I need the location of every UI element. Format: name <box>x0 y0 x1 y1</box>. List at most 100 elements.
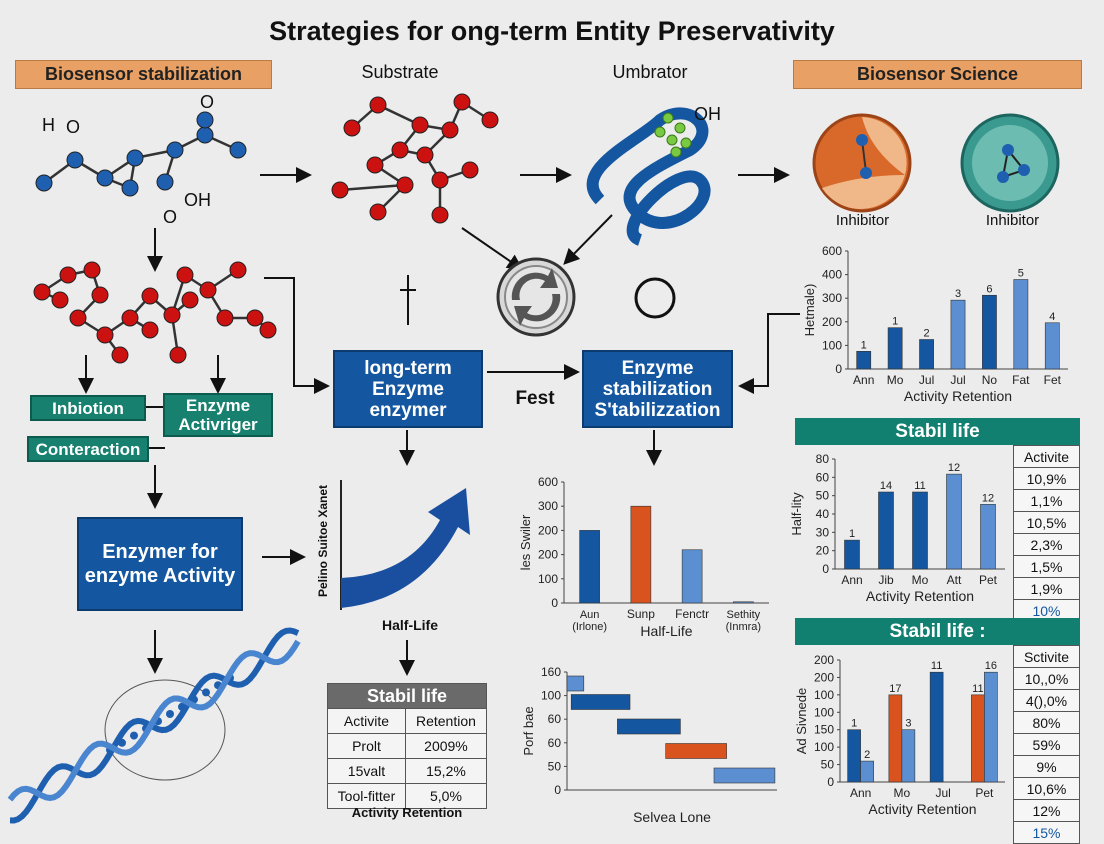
data-label: 3 <box>905 718 911 730</box>
x-tick-label: Pet <box>975 786 994 800</box>
y-tick-label: 50 <box>816 489 830 503</box>
x-tick-label: Ann <box>853 373 874 387</box>
conteraction-box: Conteraction <box>27 436 149 462</box>
data-label: 12 <box>948 462 960 474</box>
y-tick-label: 200 <box>814 653 834 667</box>
cell: 15,2% <box>404 758 488 784</box>
x-tick-label: Sethity <box>727 609 761 621</box>
data-label: 11 <box>931 660 942 672</box>
y-tick-label: 200 <box>814 670 834 684</box>
y-tick-label: 100 <box>538 572 558 586</box>
molecule-illustrations <box>7 93 711 824</box>
data-label: 17 <box>889 683 901 695</box>
column-header: Activite <box>1013 445 1080 468</box>
activity-table: Activite 10,9% 1,1% 10,5% 2,3% 1,5% 1,9% 10% <box>1013 445 1080 622</box>
y-tick-label: 30 <box>816 525 830 539</box>
y-axis-label: Ad Sivnede <box>794 688 809 755</box>
data-label: 16 <box>985 660 997 672</box>
bar <box>733 601 754 604</box>
cell: 4(),0% <box>1013 689 1080 712</box>
table-row: 10% <box>1013 599 1080 622</box>
bar <box>946 473 962 570</box>
data-label: 2 <box>864 749 870 761</box>
bar <box>919 339 934 370</box>
bar <box>887 327 903 370</box>
data-label: 1 <box>851 718 857 730</box>
table-row: Prolt 2009% <box>327 733 488 759</box>
label-umbrator: Umbrator <box>612 62 688 82</box>
cell: 1,5% <box>1013 555 1080 578</box>
arrow <box>563 214 613 265</box>
cell: 15% <box>1013 821 1080 844</box>
inhibitor-teal-icon <box>960 113 1060 213</box>
range-bar <box>617 718 681 735</box>
table-row: Tool-fitter 5,0% <box>327 783 488 809</box>
bar <box>844 539 860 570</box>
bar <box>681 549 703 604</box>
data-label: 2 <box>924 328 930 340</box>
y-tick-label: 200 <box>538 523 558 537</box>
x-axis-label: Activity Retention <box>866 588 974 604</box>
flow-arrows <box>78 167 800 676</box>
y-axis-label: Half-lity <box>789 492 804 536</box>
data-label: 4 <box>1049 311 1055 323</box>
bar <box>630 505 652 604</box>
x-tick-label: Sunp <box>627 607 655 621</box>
atom-label-oh: OH <box>694 104 721 124</box>
x-tick-label: Fat <box>1012 373 1030 387</box>
table-row: 15valt 15,2% <box>327 758 488 784</box>
data-label: 14 <box>880 480 892 492</box>
table-row: 9% <box>1013 755 1080 778</box>
arrow <box>264 277 330 394</box>
range-chart: 0 50 60 60 100 160 Porf bae Selvea Lone <box>521 665 777 825</box>
data-label: 3 <box>955 288 961 300</box>
table-row: 80% <box>1013 711 1080 734</box>
table-row: 59% <box>1013 733 1080 756</box>
y-tick-label: 100 <box>822 338 842 352</box>
bar <box>929 671 944 783</box>
atom-label-oh: OH <box>184 190 211 210</box>
bar <box>888 694 903 783</box>
fest-label: Fest <box>515 388 555 409</box>
y-tick-label: 300 <box>822 291 842 305</box>
dna-helix <box>7 627 301 824</box>
y-tick-label: 150 <box>814 723 834 737</box>
table-row: 10,,0% <box>1013 667 1080 690</box>
table-row: 10,6% <box>1013 777 1080 800</box>
table-row: 12% <box>1013 799 1080 822</box>
y-tick-label: 20 <box>816 544 830 558</box>
long-term-enzyme-box: long-term Enzyme enzymer <box>333 350 483 428</box>
recycle-icon <box>496 257 576 337</box>
y-tick-label: 50 <box>548 759 562 773</box>
bar <box>878 491 894 570</box>
x-axis-label: Selvea Lone <box>633 809 711 825</box>
x-tick-label: Jul <box>919 373 934 387</box>
data-label: 1 <box>892 316 898 328</box>
range-bar <box>570 694 631 710</box>
arrow <box>738 313 800 394</box>
range-bar <box>713 767 776 784</box>
bar <box>847 729 861 783</box>
y-tick-label: 80 <box>816 452 830 466</box>
table-row: 15% <box>1013 821 1080 844</box>
inhibitor-label: Inhibitor <box>835 212 890 229</box>
x-tick-label: Ann <box>850 786 871 800</box>
x-tick-label: (Inmra) <box>726 621 761 633</box>
growth-arrow <box>340 480 470 610</box>
y-tick-label: 0 <box>835 362 842 376</box>
label-substrate: Substrate <box>361 62 439 82</box>
x-tick-label: Jul <box>935 786 950 800</box>
y-tick-label: 0 <box>554 783 561 797</box>
cell: 10,,0% <box>1013 667 1080 690</box>
y-tick-label: 160 <box>541 665 561 679</box>
x-tick-label: Jib <box>878 573 894 587</box>
y-tick-label: 60 <box>548 736 562 750</box>
enzyme-activity-box: Enzymer for enzyme Activity <box>77 517 243 611</box>
arrow <box>461 227 524 271</box>
y-tick-label: 100 <box>814 688 834 702</box>
cell: 10% <box>1013 599 1080 622</box>
y-tick-label: 0 <box>822 562 829 576</box>
bar <box>912 491 928 570</box>
